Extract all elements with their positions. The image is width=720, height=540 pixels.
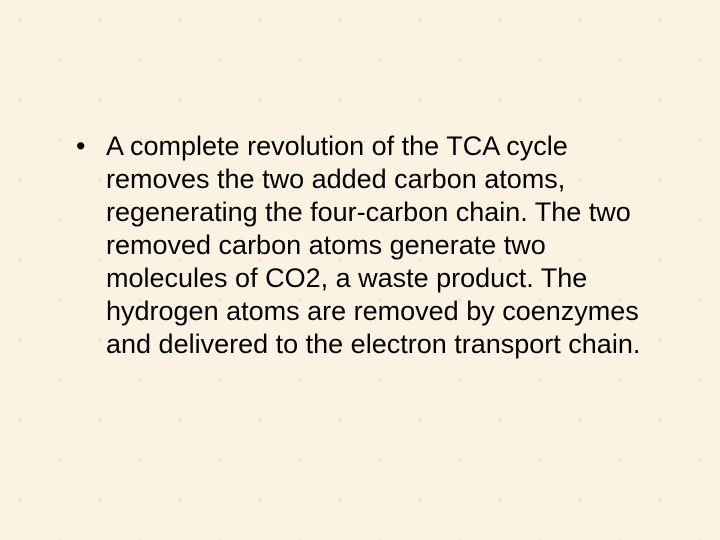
bullet-list: A complete revolution of the TCA cycle r…	[70, 130, 650, 361]
bullet-text: A complete revolution of the TCA cycle r…	[106, 131, 640, 359]
list-item: A complete revolution of the TCA cycle r…	[70, 130, 650, 361]
slide-body: A complete revolution of the TCA cycle r…	[0, 0, 720, 540]
